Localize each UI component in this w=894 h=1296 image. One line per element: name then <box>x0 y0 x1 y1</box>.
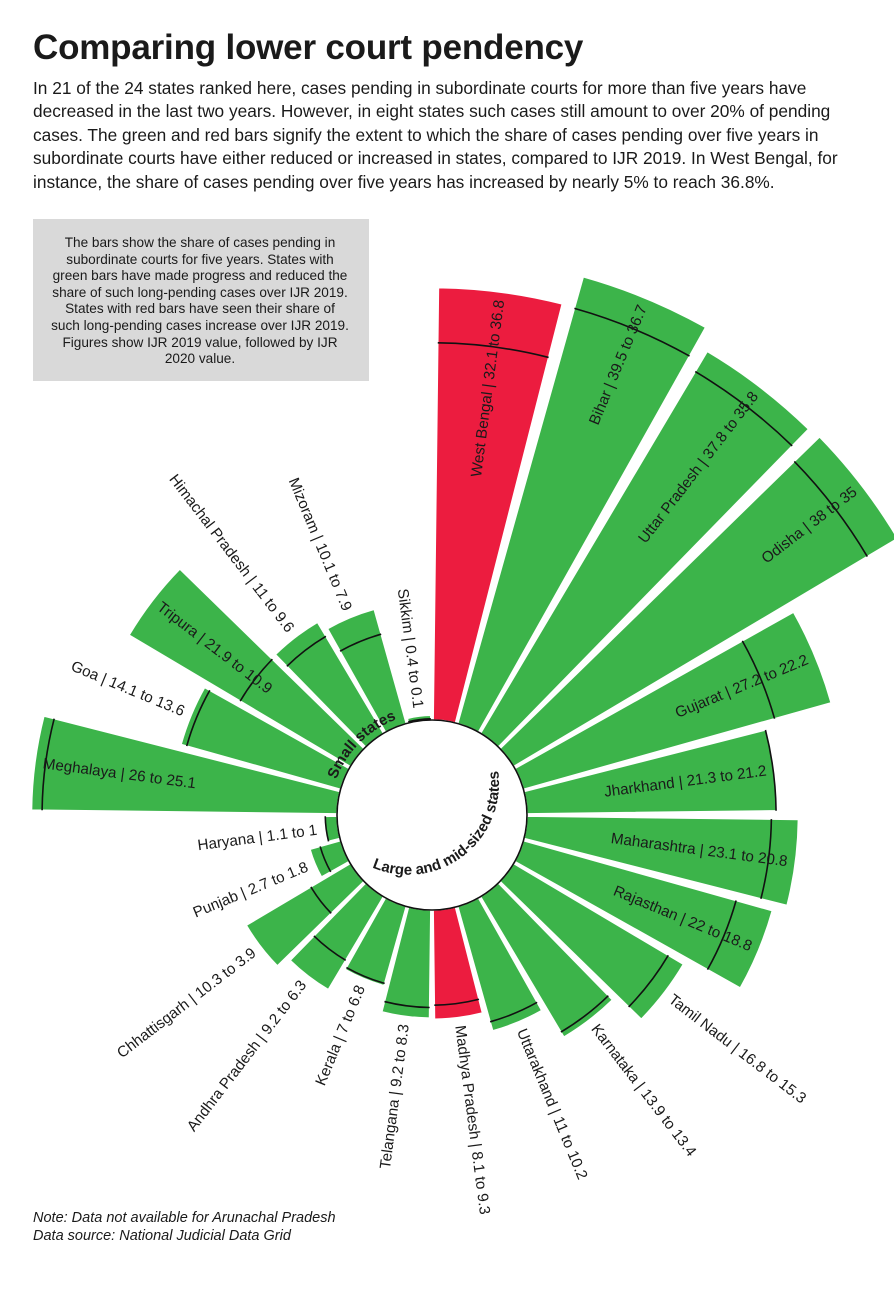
label-telangana: Telangana | 9.2 to 8.3 <box>377 1023 413 1170</box>
chart-title: Comparing lower court pendency <box>33 28 584 67</box>
marker-jharkhand <box>764 729 777 811</box>
marker-madhya-pradesh <box>434 998 480 1006</box>
footnotes: Note: Data not available for Arunachal P… <box>33 1209 336 1245</box>
marker-gujarat <box>741 640 776 719</box>
label-karnataka: Karnataka | 13.9 to 13.4 <box>587 1021 699 1160</box>
label-mizoram: Mizoram | 10.1 to 7.9 <box>285 475 355 613</box>
label-uttarakhand: Uttarakhand | 11 to 10.2 <box>513 1026 591 1182</box>
note-text: Note: Data not available for Arunachal P… <box>33 1210 336 1226</box>
marker-west-bengal <box>437 342 549 359</box>
label-haryana: Haryana | 1.1 to 1 <box>197 822 319 855</box>
marker-telangana <box>384 1000 430 1009</box>
marker-odisha <box>793 460 868 557</box>
label-tamil-nadu: Tamil Nadu | 16.8 to 15.3 <box>665 991 809 1107</box>
marker-karnataka <box>560 995 609 1033</box>
group-label-large-states: Large and mid-sized states <box>371 770 503 878</box>
marker-andhra-pradesh <box>313 935 347 962</box>
marker-bihar <box>574 307 690 357</box>
label-chhattisgarh: Chhattisgarh | 10.3 to 3.9 <box>114 945 259 1062</box>
marker-uttar-pradesh <box>694 370 793 447</box>
inner-ring <box>336 719 528 911</box>
label-goa: Goa | 14.1 to 13.6 <box>68 658 187 720</box>
marker-maharashtra <box>760 819 773 900</box>
marker-haryana <box>324 816 330 842</box>
legend-info-box: The bars show the share of cases pending… <box>33 219 369 381</box>
marker-kerala <box>346 966 385 985</box>
intro-paragraph: In 21 of the 24 states ranked here, case… <box>33 78 838 192</box>
label-sikkim: Sikkim | 0.4 to 0.1 <box>394 588 427 710</box>
label-madhya-pradesh: Madhya Pradesh | 8.1 to 9.3 <box>451 1024 493 1215</box>
marker-chhattisgarh <box>310 886 332 914</box>
marker-mizoram <box>339 633 382 652</box>
marker-meghalaya <box>41 718 55 811</box>
marker-punjab <box>319 846 332 873</box>
label-kerala: Kerala | 7 to 6.8 <box>312 983 369 1088</box>
marker-uttarakhand <box>489 1001 538 1023</box>
marker-sikkim <box>408 718 431 723</box>
marker-tripura <box>239 658 273 702</box>
marker-goa <box>185 689 211 747</box>
source-text: Data source: National Judicial Data Grid <box>33 1228 291 1244</box>
marker-rajasthan <box>706 900 737 970</box>
marker-himachal-pradesh <box>286 635 327 667</box>
bars-layer <box>30 275 894 1039</box>
marker-tamil-nadu <box>628 954 669 1008</box>
